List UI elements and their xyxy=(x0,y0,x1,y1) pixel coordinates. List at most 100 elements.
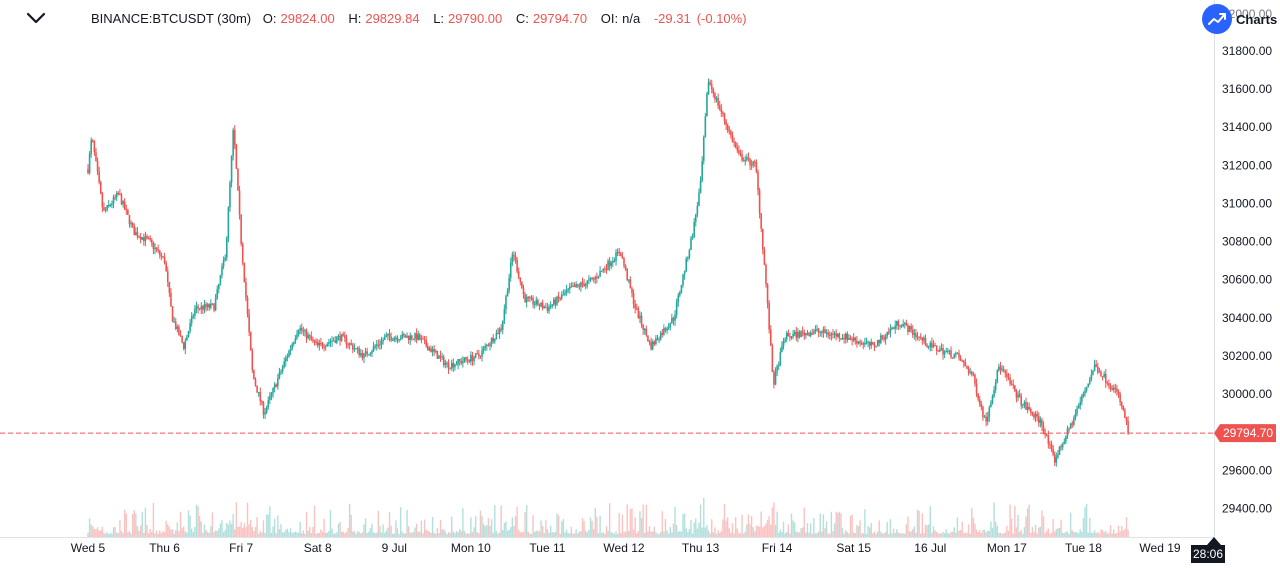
volume-bar xyxy=(449,532,451,537)
ohlc-legend: BINANCE:BTCUSDT (30m) O: 29824.00 H: 29829… xyxy=(91,11,757,26)
candle-body xyxy=(270,393,273,397)
volume-bar xyxy=(380,532,383,537)
price-axis[interactable]: 31800.00 31600.00 31400.00 31200.00 31000.00… xyxy=(1222,44,1272,515)
volume-bar xyxy=(117,533,120,537)
candle-body xyxy=(492,337,494,342)
candle-body xyxy=(795,332,798,338)
candle-body xyxy=(122,201,124,205)
volume-bar xyxy=(411,532,413,537)
volume-bar xyxy=(454,533,456,537)
candle-body xyxy=(404,335,407,338)
candle-body xyxy=(391,340,394,342)
candle-body xyxy=(174,321,177,329)
volume-bar xyxy=(814,533,817,537)
oi-label: OI: xyxy=(600,11,619,26)
volume-bar xyxy=(1116,532,1118,537)
volume-bar xyxy=(821,531,823,537)
candle-body xyxy=(985,416,987,422)
candle-body xyxy=(300,328,303,331)
candle-body xyxy=(103,207,105,211)
symbol-interval[interactable]: BINANCE:BTCUSDT (30m) xyxy=(91,11,252,26)
close-value: 29794.70 xyxy=(532,11,588,26)
volume-bar xyxy=(221,520,223,537)
candle-body xyxy=(160,255,163,257)
candle-body xyxy=(870,342,873,346)
candle-body xyxy=(187,331,190,337)
volume-bar xyxy=(237,526,239,537)
volume-bar xyxy=(484,526,486,537)
volume-bar xyxy=(908,531,911,537)
volume-bar xyxy=(273,518,276,537)
candle-body xyxy=(438,355,440,359)
volume-bar xyxy=(208,532,210,537)
candle-body xyxy=(430,348,432,353)
brand-label[interactable]: Charts xyxy=(1236,12,1278,27)
volume-bar xyxy=(1068,533,1070,537)
volume-bar xyxy=(991,527,994,537)
volume-bar xyxy=(305,511,308,537)
candle-body xyxy=(382,339,384,341)
candle-body xyxy=(1001,368,1003,371)
volume-bar xyxy=(851,514,853,537)
volume-bar xyxy=(572,533,574,537)
candle-body xyxy=(801,331,804,333)
volume-bar xyxy=(561,521,563,537)
volume-bar xyxy=(1106,533,1109,537)
volume-bar xyxy=(841,528,844,537)
candle-body xyxy=(688,249,691,258)
time-axis[interactable]: Wed 5 Thu 6 Fri 7 Sat 8 9 Jul Mon 10 Tue 11 Wed… xyxy=(71,541,1181,555)
volume-bar xyxy=(175,530,177,537)
trend-up-icon[interactable] xyxy=(1202,4,1232,34)
candle-body xyxy=(334,340,337,343)
candle-body xyxy=(698,192,700,206)
volume-bar xyxy=(420,520,423,537)
candle-body xyxy=(347,344,349,346)
volume-bar xyxy=(250,519,252,537)
candle-body xyxy=(774,371,777,385)
volume-bar xyxy=(138,530,140,537)
candle-body xyxy=(674,314,676,321)
candle-body xyxy=(808,332,810,337)
candle-body xyxy=(508,277,510,291)
candle-body xyxy=(489,343,491,346)
candle-body xyxy=(962,360,965,363)
volume-bar xyxy=(540,520,542,537)
last-price-tag xyxy=(1214,424,1276,443)
volume-bar xyxy=(1071,530,1073,537)
candle-body xyxy=(935,345,938,351)
candle-body xyxy=(96,161,99,172)
volume-bar xyxy=(92,526,94,537)
volume-bar xyxy=(937,533,939,537)
volume-bar xyxy=(451,516,453,537)
candle-body xyxy=(980,403,983,407)
volume-bar xyxy=(824,528,826,537)
volume-bar xyxy=(184,531,187,537)
volume-bar xyxy=(296,532,298,537)
candle-body xyxy=(415,333,418,340)
candle-body xyxy=(710,84,713,90)
volume-bar xyxy=(765,523,767,537)
candle-body xyxy=(769,329,772,346)
volume-bar xyxy=(353,530,356,537)
volume-bar xyxy=(675,525,678,537)
volume-bar xyxy=(955,532,957,537)
candle-body xyxy=(763,249,766,265)
candle-body xyxy=(152,242,155,250)
candle-body xyxy=(1111,388,1113,390)
volume-bar xyxy=(577,533,579,537)
volume-bar xyxy=(186,532,188,537)
volume-bar xyxy=(513,525,515,537)
chevron-down-icon[interactable] xyxy=(24,8,48,28)
candle-body xyxy=(722,112,724,114)
candle-body xyxy=(361,353,364,359)
volume-bar xyxy=(886,522,888,537)
candle-body xyxy=(218,283,220,290)
candle-body xyxy=(857,341,860,344)
candle-body xyxy=(755,162,758,172)
volume-bar xyxy=(573,533,576,537)
candle-body xyxy=(452,362,455,368)
volume-bar xyxy=(811,533,813,537)
candle-body xyxy=(1034,413,1037,418)
volume-bar xyxy=(594,507,596,537)
